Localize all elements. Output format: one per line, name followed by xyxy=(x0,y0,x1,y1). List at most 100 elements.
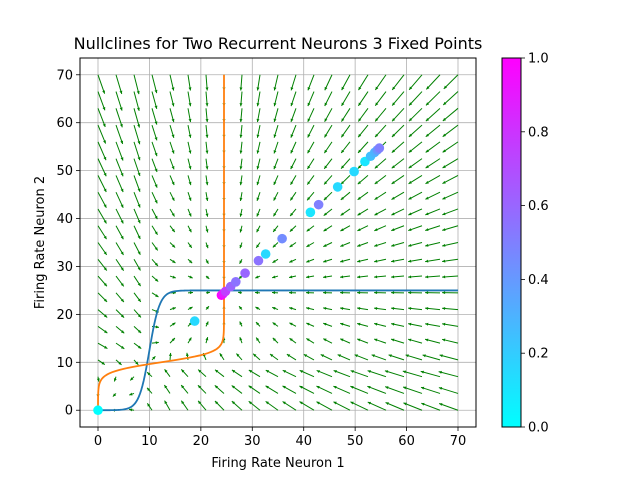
quiver-arrow xyxy=(367,401,387,411)
quiver-arrowhead xyxy=(231,401,236,405)
quiver-arrow xyxy=(374,74,387,91)
quiver-arrowhead xyxy=(425,165,429,169)
quiver-arrowhead xyxy=(255,306,259,310)
quiver-arrowhead xyxy=(371,354,375,358)
quiver-arrowhead xyxy=(104,345,108,349)
quiver-arrowhead xyxy=(425,133,430,137)
quiver-arrow xyxy=(133,124,141,145)
y-tick-label: 20 xyxy=(56,308,73,323)
quiver-arrow xyxy=(443,74,459,90)
quiver-arrowhead xyxy=(350,385,354,389)
quiver-arrowhead xyxy=(439,354,443,358)
quiver-arrowhead xyxy=(102,106,106,111)
quiver-arrowhead xyxy=(205,181,209,186)
quiver-arrowhead xyxy=(231,369,236,373)
quiver-arrowhead xyxy=(402,370,407,374)
quiver-arrowhead xyxy=(255,291,259,295)
quiver-arrowhead xyxy=(357,181,362,185)
quiver-arrowhead xyxy=(341,102,345,106)
quiver-arrowhead xyxy=(103,314,108,318)
nullcline-neuron-1 xyxy=(97,74,225,411)
quiver-arrowhead xyxy=(189,291,193,295)
quiver-arrow xyxy=(420,370,441,378)
quiver-arrowhead xyxy=(442,196,446,200)
quiver-arrowhead xyxy=(103,188,107,192)
quiver-arrowhead xyxy=(103,140,106,144)
quiver-arrowhead xyxy=(442,117,447,122)
quiver-arrowhead xyxy=(374,259,378,263)
nullcline-neuron-2 xyxy=(98,289,458,412)
quiver-arrow xyxy=(425,91,441,106)
quiver-arrow xyxy=(350,385,369,394)
quiver-arrow xyxy=(442,107,459,122)
quiver-arrowhead xyxy=(205,321,209,325)
quiver-arrowhead xyxy=(408,196,412,200)
quiver-arrowhead xyxy=(137,329,142,334)
quiver-arrowhead xyxy=(120,140,124,144)
quiver-arrowhead xyxy=(289,259,293,263)
quiver-arrowhead xyxy=(290,181,294,185)
trajectory-point xyxy=(253,255,264,266)
quiver-arrowhead xyxy=(391,149,396,153)
quiver-arrowhead xyxy=(307,134,311,138)
quiver-arrowhead xyxy=(425,291,429,295)
quiver-arrow xyxy=(385,402,405,411)
quiver-arrowhead xyxy=(442,133,447,137)
quiver-arrow xyxy=(350,370,369,378)
quiver-arrowhead xyxy=(181,369,185,373)
quiver-arrowhead xyxy=(425,275,429,279)
quiver-arrowhead xyxy=(358,118,362,122)
quiver-arrowhead xyxy=(374,212,378,216)
quiver-arrowhead xyxy=(189,306,193,310)
quiver-arrowhead xyxy=(265,370,270,373)
quiver-arrowhead xyxy=(367,401,372,405)
quiver-arrowhead xyxy=(256,244,260,248)
quiver-arrowhead xyxy=(340,196,345,200)
quiver-arrowhead xyxy=(120,330,125,334)
x-axis-label: Firing Rate Neuron 1 xyxy=(211,456,344,471)
quiver-arrow xyxy=(97,74,106,94)
quiver-arrowhead xyxy=(409,86,413,90)
quiver-arrowhead xyxy=(188,337,192,341)
quiver-arrowhead xyxy=(272,307,276,310)
trajectory-point xyxy=(277,233,287,244)
quiver-arrowhead xyxy=(113,378,117,382)
quiver-arrowhead xyxy=(137,235,141,240)
quiver-arrowhead xyxy=(102,90,106,94)
quiver-arrowhead xyxy=(391,275,395,279)
quiver-arrowhead xyxy=(442,243,446,247)
quiver-arrowhead xyxy=(185,352,189,357)
grid xyxy=(80,58,476,427)
quiver-arrowhead xyxy=(306,228,310,232)
quiver-arrowhead xyxy=(340,212,344,216)
quiver-arrowhead xyxy=(350,401,354,405)
quiver-arrowhead xyxy=(357,291,361,295)
quiver-arrowhead xyxy=(205,244,209,249)
colorbar-tick-label: 0.6 xyxy=(528,199,549,214)
quiver-arrowhead xyxy=(152,356,156,360)
quiver-arrowhead xyxy=(289,338,293,342)
quiver-arrowhead xyxy=(181,385,185,389)
quiver-arrowhead xyxy=(256,166,260,170)
quiver-arrow xyxy=(97,175,107,193)
x-tick-label: 10 xyxy=(141,434,158,449)
quiver-arrowhead xyxy=(358,102,362,106)
quiver-arrowhead xyxy=(120,172,124,177)
quiver-arrowhead xyxy=(426,86,430,90)
quiver-arrowhead xyxy=(350,370,354,373)
quiver-arrowhead xyxy=(316,401,320,405)
quiver-arrowhead xyxy=(392,118,396,122)
quiver-arrowhead xyxy=(137,267,141,271)
quiver-arrowhead xyxy=(391,322,395,326)
quiver-arrowhead xyxy=(188,150,192,154)
quiver-arrow xyxy=(133,74,140,95)
quiver-arrowhead xyxy=(120,345,125,349)
quiver-arrowhead xyxy=(340,243,344,247)
quiver-arrow xyxy=(439,354,459,361)
x-tick-label: 70 xyxy=(450,434,467,449)
quiver-arrowhead xyxy=(205,197,209,201)
quiver-arrowhead xyxy=(198,400,202,405)
quiver-arrowhead xyxy=(374,181,378,185)
quiver-arrowhead xyxy=(357,322,361,326)
quiver-arrowhead xyxy=(239,244,243,249)
